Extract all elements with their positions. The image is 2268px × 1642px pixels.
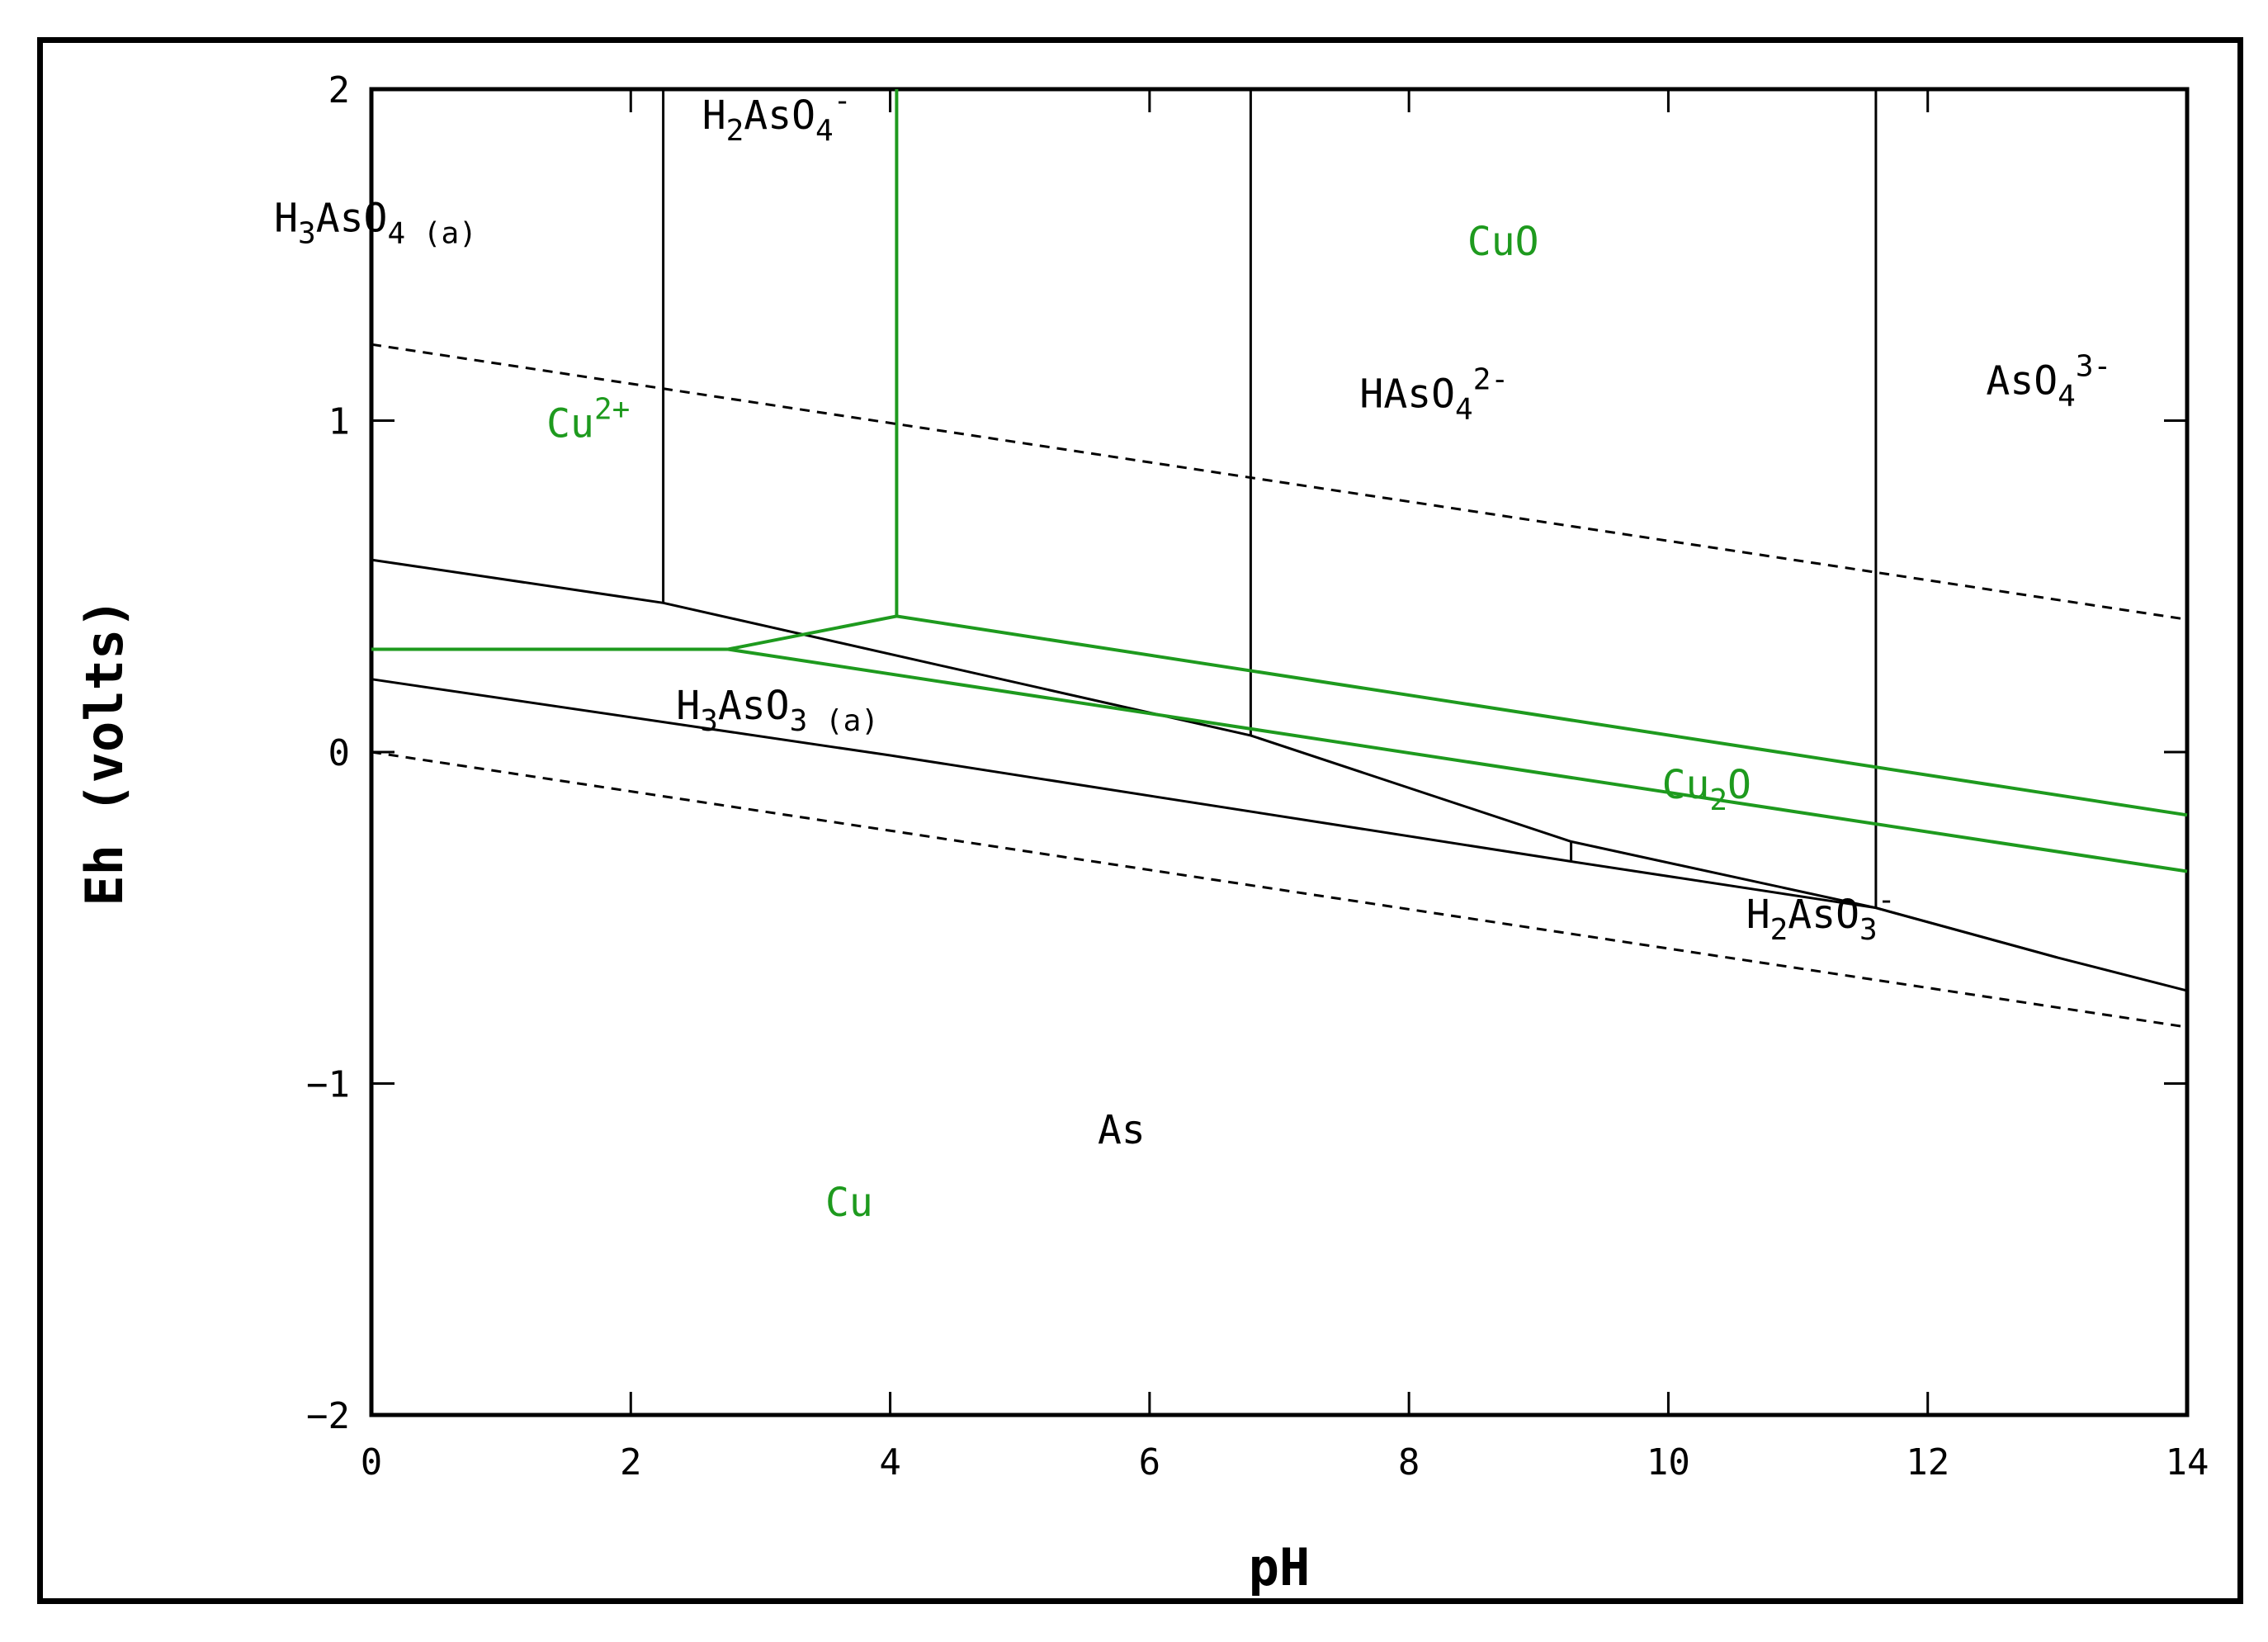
arsenic-boundary-line-4 [371,558,2188,992]
arsenic-species-label: H3AsO3 (a) [676,683,879,738]
copper-boundary-line-9 [727,647,2188,873]
y-tick-label: 0 [328,732,351,774]
copper-boundary-line-8 [371,614,2188,817]
y-tick-label: −1 [306,1064,350,1106]
arsenic-species-label: AsO43- [1986,349,2111,413]
y-tick-label: 1 [328,401,351,443]
x-tick-label: 4 [879,1441,901,1483]
plot-area [369,87,2190,1417]
copper-species-label: Cu2+ [546,393,630,447]
x-tick-label: 12 [1906,1441,1949,1483]
arsenic-species-label: H2AsO3- [1746,883,1896,947]
species-labels: H3AsO4 (a) H2AsO4- CuO HAsO42- AsO43- Cu2+ H3A… [274,84,2111,1226]
copper-species-label: Cu2O [1662,762,1751,817]
copper-species-label: CuO [1467,219,1539,265]
copper-species-label: Cu [825,1180,873,1226]
arsenic-species-label: HAsO42- [1359,362,1509,426]
arsenic-species-label: H3AsO4 (a) [274,196,477,251]
arsenic-species-label: As [1098,1107,1146,1153]
arsenic-species-label: H2AsO4- [702,84,852,148]
water-boundary-line-10 [371,343,2188,621]
x-tick-label: 2 [620,1441,642,1483]
x-tick-label: 6 [1139,1441,1161,1483]
y-axis-title: Eh (volts) [74,598,135,906]
x-tick-label: 10 [1647,1441,1690,1483]
y-tick-label: −2 [306,1395,350,1437]
water-boundary-line-11 [371,750,2188,1029]
x-tick-label: 14 [2166,1441,2209,1483]
x-tick-label: 0 [361,1441,383,1483]
x-axis-title: pH [1249,1537,1311,1597]
x-tick-label: 8 [1398,1441,1420,1483]
boundary-lines [371,89,2188,1029]
y-tick-label: 2 [328,69,351,111]
